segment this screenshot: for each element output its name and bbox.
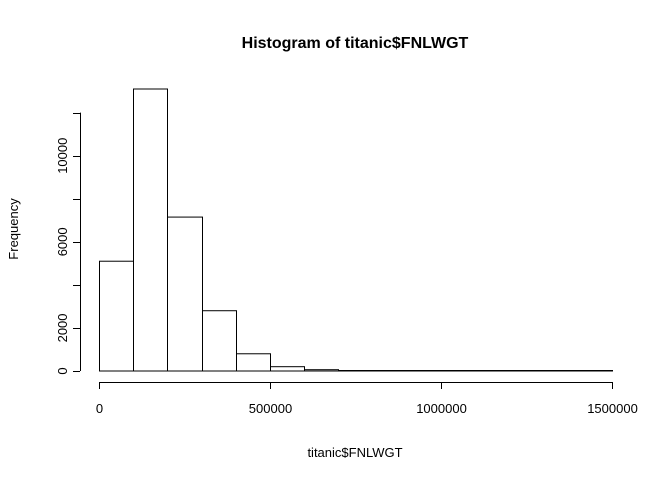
x-tick-label: 1500000 <box>587 401 638 416</box>
histogram-bar-1 <box>133 88 168 372</box>
y-axis-label: Frequency <box>6 198 21 260</box>
histogram-bar-13 <box>544 370 579 372</box>
y-tick-label: 2000 <box>55 313 70 342</box>
histogram-bar-4 <box>236 353 271 372</box>
x-tick-label: 1000000 <box>416 401 467 416</box>
histogram-bar-3 <box>202 310 237 372</box>
x-axis: 0 500000 1000000 1500000 <box>96 382 638 416</box>
histogram-bar-12 <box>509 370 545 372</box>
histogram-bar-0 <box>99 260 134 372</box>
histogram-bar-2 <box>167 216 203 372</box>
x-axis-label: titanic$FNLWGT <box>307 445 402 460</box>
histogram-bar-10 <box>441 370 476 372</box>
chart-title: Histogram of titanic$FNLWGT <box>242 35 469 52</box>
histogram-bar-8 <box>373 370 408 372</box>
y-axis: 0 2000 6000 10000 <box>55 112 81 375</box>
x-tick-label: 500000 <box>249 401 292 416</box>
bars-group <box>99 88 613 372</box>
histogram-bar-5 <box>270 366 305 372</box>
y-tick-label: 0 <box>55 367 70 374</box>
histogram-bar-11 <box>475 370 510 372</box>
histogram-bar-6 <box>304 369 339 372</box>
x-tick-label: 0 <box>96 401 103 416</box>
histogram-bar-7 <box>338 370 374 372</box>
histogram-bar-9 <box>407 370 442 372</box>
y-tick-label: 10000 <box>55 138 70 174</box>
histogram-bar-14 <box>578 370 613 372</box>
y-tick-label: 6000 <box>55 227 70 256</box>
